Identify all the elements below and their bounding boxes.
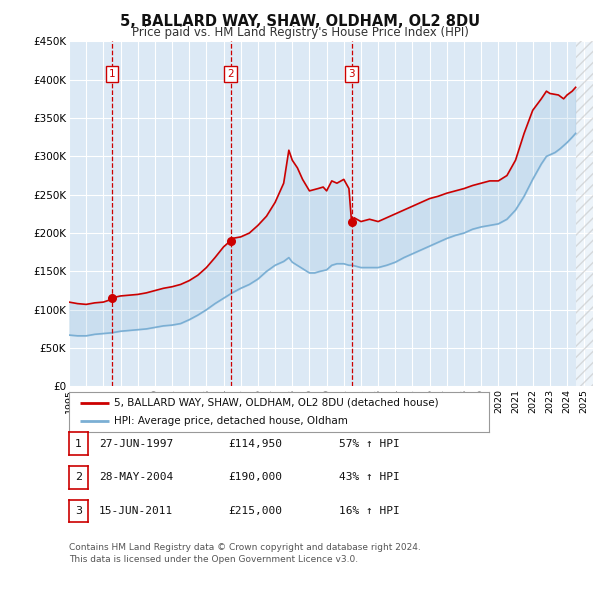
Text: 28-MAY-2004: 28-MAY-2004 (99, 473, 173, 482)
Text: 1: 1 (75, 439, 82, 448)
Text: 15-JUN-2011: 15-JUN-2011 (99, 506, 173, 516)
Text: £215,000: £215,000 (228, 506, 282, 516)
Text: 2: 2 (227, 69, 234, 79)
Text: 16% ↑ HPI: 16% ↑ HPI (339, 506, 400, 516)
Text: £114,950: £114,950 (228, 439, 282, 448)
Text: £190,000: £190,000 (228, 473, 282, 482)
Text: 1: 1 (109, 69, 115, 79)
Text: Price paid vs. HM Land Registry's House Price Index (HPI): Price paid vs. HM Land Registry's House … (131, 26, 469, 39)
Text: 5, BALLARD WAY, SHAW, OLDHAM, OL2 8DU: 5, BALLARD WAY, SHAW, OLDHAM, OL2 8DU (120, 14, 480, 29)
Text: HPI: Average price, detached house, Oldham: HPI: Average price, detached house, Oldh… (115, 416, 348, 426)
Text: 43% ↑ HPI: 43% ↑ HPI (339, 473, 400, 482)
Text: 57% ↑ HPI: 57% ↑ HPI (339, 439, 400, 448)
Text: 3: 3 (348, 69, 355, 79)
Text: 3: 3 (75, 506, 82, 516)
Text: Contains HM Land Registry data © Crown copyright and database right 2024.: Contains HM Land Registry data © Crown c… (69, 543, 421, 552)
Text: 5, BALLARD WAY, SHAW, OLDHAM, OL2 8DU (detached house): 5, BALLARD WAY, SHAW, OLDHAM, OL2 8DU (d… (115, 398, 439, 408)
Text: This data is licensed under the Open Government Licence v3.0.: This data is licensed under the Open Gov… (69, 555, 358, 564)
Text: 2: 2 (75, 473, 82, 482)
Text: 27-JUN-1997: 27-JUN-1997 (99, 439, 173, 448)
